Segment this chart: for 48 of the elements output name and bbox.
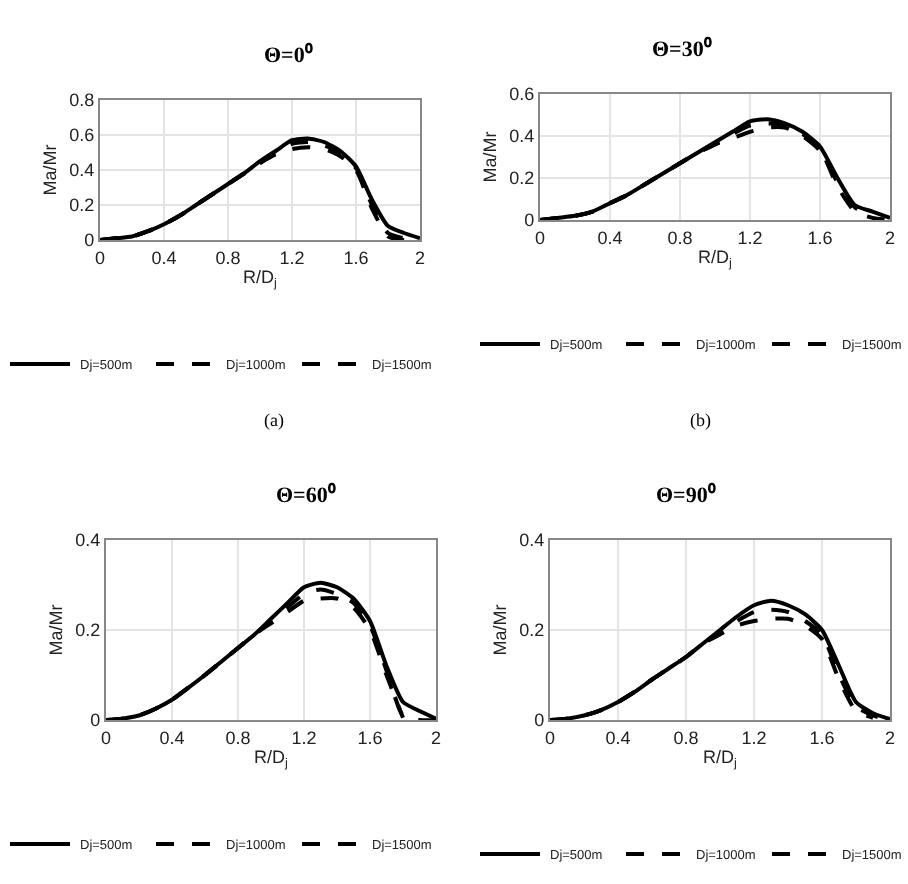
text: (a) bbox=[264, 410, 284, 430]
x-tick-label: 0.8 bbox=[673, 727, 699, 748]
y-tick-label: 0.2 bbox=[69, 195, 95, 216]
x-tick-label: 2 bbox=[884, 227, 896, 248]
y-axis-title: Ma/Mr bbox=[480, 131, 501, 183]
y-axis-title: Ma/Mr bbox=[46, 604, 67, 656]
x-tick-label: 1.6 bbox=[343, 247, 369, 268]
y-tick-label: 0.4 bbox=[69, 160, 95, 181]
y-tick-label: 0.4 bbox=[519, 530, 545, 551]
chart-title: Θ=0⁰ bbox=[264, 42, 313, 68]
y-tick-label: 0 bbox=[524, 210, 535, 231]
y-tick-label: 0.2 bbox=[509, 168, 535, 189]
x-tick-label: 0.8 bbox=[225, 727, 251, 748]
y-tick-label: 0 bbox=[534, 710, 545, 731]
x-tick-label: 0.4 bbox=[151, 247, 177, 268]
y-tick-label: 0 bbox=[90, 710, 101, 731]
x-tick-label: 1.6 bbox=[357, 727, 383, 748]
x-axis-title: R/D$_{j}$ bbox=[703, 747, 737, 771]
x-tick-label: 0.4 bbox=[159, 727, 185, 748]
x-tick-label: 2 bbox=[430, 727, 442, 748]
chart-title: Θ=60⁰ bbox=[276, 482, 336, 508]
y-axis-title: Ma/Mr bbox=[490, 604, 511, 656]
x-axis-title: R/D$_{j}$ bbox=[698, 247, 732, 271]
x-tick-label: 1.2 bbox=[741, 727, 767, 748]
y-tick-label: 0.2 bbox=[75, 620, 101, 641]
x-axis-title: R/D$_{j}$ bbox=[254, 747, 288, 771]
x-tick-label: 1.6 bbox=[809, 727, 835, 748]
x-tick-label: 0.8 bbox=[667, 227, 693, 248]
y-tick-label: 0.4 bbox=[509, 126, 535, 147]
y-tick-label: 0.6 bbox=[509, 84, 535, 105]
chart-title: Θ=30⁰ bbox=[652, 36, 712, 62]
y-tick-label: 0.6 bbox=[69, 125, 95, 146]
chart-title: Θ=90⁰ bbox=[656, 482, 716, 508]
x-tick-label: 1.2 bbox=[291, 727, 317, 748]
x-tick-label: 0.4 bbox=[597, 227, 623, 248]
y-tick-label: 0.4 bbox=[75, 530, 101, 551]
y-tick-label: 0.2 bbox=[519, 620, 545, 641]
x-tick-label: 2 bbox=[884, 727, 896, 748]
x-tick-label: 0.8 bbox=[215, 247, 241, 268]
x-tick-label: 0.4 bbox=[605, 727, 631, 748]
x-tick-label: 2 bbox=[414, 247, 426, 268]
y-tick-label: 0.8 bbox=[69, 90, 95, 111]
x-axis-title: R/D$_{j}$ bbox=[243, 267, 277, 291]
x-tick-label: 1.2 bbox=[737, 227, 763, 248]
x-tick-label: 1.2 bbox=[279, 247, 305, 268]
text: (b) bbox=[690, 410, 711, 430]
x-tick-label: 1.6 bbox=[807, 227, 833, 248]
y-axis-title: Ma/Mr bbox=[40, 144, 61, 196]
